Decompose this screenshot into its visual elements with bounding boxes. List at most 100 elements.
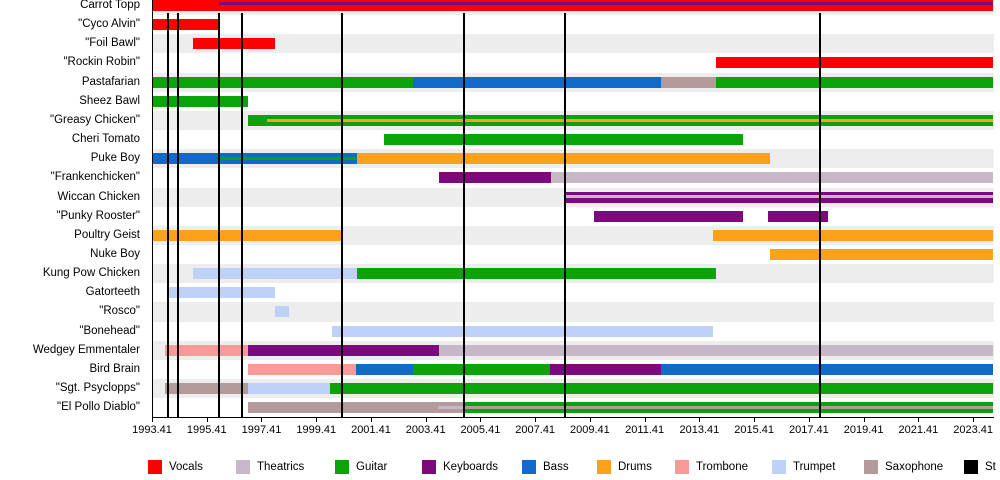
x-axis-tick-label: 2023.41 [953,424,993,436]
album-release-line [167,13,170,417]
legend-item-trombone: Trombone [675,458,748,474]
timeline-bar-bass [660,363,994,375]
timeline-bar-drums [712,229,994,241]
legend-item-theatrics: Theatrics [236,458,304,474]
x-axis-tick [316,417,318,422]
timeline-bar-guitar [357,268,716,280]
x-axis-tick-label: 2015.41 [734,424,775,436]
timeline-bar-trumpet [332,325,713,337]
instrument-legend: Vocals Theatrics Guitar Keyboards Bass Drums T… [0,458,1000,478]
timeline-bar-keyboards [549,363,661,375]
member-name-label: "Sgt. Psyclopps" [55,382,140,394]
x-axis-tick-label: 2007.41 [515,424,556,436]
timeline-bar-vocals [152,0,994,11]
timeline-bar-keyboards [247,344,440,356]
member-name-label: Bird Brain [89,362,141,375]
x-axis-tick [863,417,865,422]
legend-label: St [985,460,996,473]
timeline-bar-theatrics [439,344,994,356]
timeline-bar-saxophone [165,383,248,394]
legend-swatch-theatrics [236,459,250,474]
timeline-bar-trombone [165,344,248,356]
legend-swatch-trumpet [772,459,786,474]
x-axis-tick [699,417,701,422]
member-name-label: "Greasy Chicken" [50,113,140,126]
x-axis-tick-label: 1993.41 [132,424,172,436]
x-axis-tick [152,417,153,422]
x-axis-tick-label: 1995.41 [186,424,227,436]
timeline-bar-trumpet [192,268,357,280]
legend-label: Keyboards [443,460,498,473]
legend-item-saxophone: Saxophone [864,458,943,474]
timeline-bar-bass [413,76,661,88]
member-name-label: Sheez Bawl [79,94,140,107]
member-name-label: Pastafarian [81,75,140,88]
x-axis-tick-label: 2019.41 [843,424,884,436]
album-release-line [462,13,465,417]
timeline-bar-guitar [329,383,994,394]
member-name-label: "Rockin Robin" [63,56,140,69]
x-axis-tick-label: 1999.41 [296,424,337,436]
timeline-stripe-saxophone [463,406,994,410]
x-axis-tick [535,417,537,422]
member-name-label: "Frankenchicken" [50,171,140,184]
plot-left-border [152,0,153,417]
legend-swatch-keyboards [422,459,436,474]
timeline-bar-drums [770,248,994,260]
legend-label: Vocals [169,460,203,473]
timeline-bar-guitar [384,134,743,146]
timeline-bar-trombone [247,363,356,375]
legend-swatch-studio [964,459,978,474]
legend-swatch-saxophone [864,459,878,474]
x-axis-tick [261,417,263,422]
legend-item-drums: Drums [597,458,652,474]
legend-swatch-drums [597,459,611,474]
legend-item-vocals: Vocals [148,458,203,474]
member-name-label: Nuke Boy [90,247,140,260]
legend-label: Drums [618,460,652,473]
member-name-label: Carrot Topp [80,0,140,11]
x-axis-tick-label: 2003.41 [405,424,446,436]
legend-label: Trombone [696,460,748,473]
row-background-band [152,34,994,54]
album-release-line [564,13,566,417]
x-axis-tick [973,417,975,422]
timeline-bar-saxophone [660,76,716,88]
x-axis-tick [589,417,591,422]
x-axis-tick [425,417,427,422]
member-name-label: "Cyco Alvin" [78,18,140,31]
x-axis-tick-label: 2001.41 [351,424,391,436]
x-axis-tick [754,417,756,422]
timeline-bar-keyboards [767,210,828,222]
timeline-bar-vocals [715,57,994,69]
legend-item-bass: Bass [522,458,569,474]
member-name-label: Puke Boy [90,152,140,165]
x-axis: 1993.41 1995.41 1997.41 1999.41 2001.41 2003.… [0,417,1000,441]
x-axis-tick-label: 2011.41 [625,424,665,436]
timeline-bar-guitar [413,363,550,375]
x-axis-tick [370,417,372,422]
timeline-bar-guitar [715,76,994,88]
legend-label: Guitar [356,460,388,473]
timeline-bar-drums [152,229,342,241]
timeline-bar-guitar [152,95,248,107]
member-name-label: "Rosco" [99,305,140,318]
timeline-stripe-drums [266,118,994,122]
legend-swatch-guitar [335,459,349,474]
member-name-label: Cheri Tomato [71,133,140,146]
member-name-label: Poultry Geist [74,228,140,241]
row-background-band [152,302,994,322]
x-axis-tick [206,417,208,422]
legend-label: Bass [543,460,569,473]
member-name-label: Wiccan Chicken [57,190,140,203]
x-axis-tick [480,417,482,422]
timeline-bar-keyboards [439,172,552,184]
x-axis-tick-label: 2017.41 [788,424,829,436]
x-axis-tick-label: 2021.41 [898,424,939,436]
x-axis-line [152,417,994,418]
x-axis-tick [918,417,920,422]
x-axis-tick [808,417,810,422]
timeline-bar-trumpet [247,383,330,394]
legend-swatch-vocals [148,459,162,474]
